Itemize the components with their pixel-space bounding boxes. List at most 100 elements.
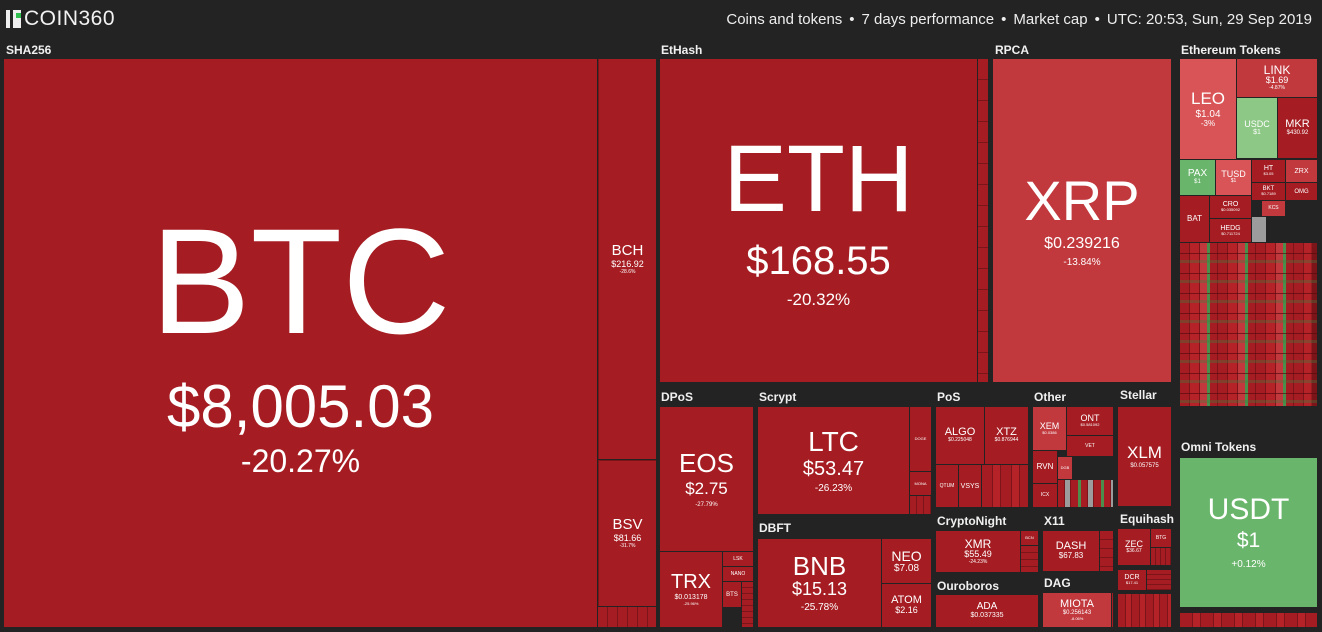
coin-price: $2.75	[685, 478, 728, 498]
coin-symbol: RVN	[1036, 462, 1054, 471]
minor-coins-equihash[interactable]	[1151, 548, 1171, 565]
minor-coins-bottom-right[interactable]	[1180, 613, 1317, 627]
minor-coins-scrypt[interactable]	[910, 496, 931, 514]
coin-tile-bts[interactable]: BTS	[723, 582, 741, 607]
coin-tile-icx[interactable]: ICX	[1033, 484, 1057, 507]
coin-symbol: BTG	[1155, 534, 1167, 541]
minor-token-grey[interactable]	[1252, 217, 1266, 242]
coin-symbol: XEM	[1039, 420, 1060, 431]
coin-price: $53.47	[802, 457, 865, 480]
coin-tile-vet[interactable]: VET	[1067, 436, 1113, 456]
coin-tile-mkr[interactable]: MKR $430.92	[1278, 98, 1317, 158]
coin-symbol: DASH	[1055, 540, 1087, 553]
coin-tile-pax[interactable]: PAX $1	[1180, 160, 1215, 195]
coin-symbol: USDT	[1207, 493, 1290, 527]
coin-symbol: LTC	[808, 425, 859, 457]
coin-tile-bch[interactable]: BCH $216.92 -28.6%	[598, 59, 656, 459]
coin-tile-bat[interactable]: BAT	[1180, 196, 1209, 242]
coin-tile-neo[interactable]: NEO $7.08	[882, 539, 931, 583]
coin-change: -4.87%	[1269, 85, 1285, 92]
coin-tile-btc[interactable]: BTC $8,005.03 -20.27%	[4, 59, 597, 627]
coin-symbol: ADA	[976, 601, 998, 613]
coin-tile-dgb[interactable]: DGB	[1058, 457, 1072, 479]
coin-symbol: XRP	[1024, 169, 1140, 233]
coin-tile-usdc[interactable]: USDC $1	[1237, 98, 1277, 158]
coin-tile-zrx[interactable]: ZRX	[1286, 160, 1317, 182]
coin-tile-xmr[interactable]: XMR $55.49 -24.23%	[936, 531, 1020, 572]
coin-price: $430.92	[1286, 130, 1309, 137]
coin-price: $0.0386	[1042, 429, 1057, 435]
coin-tile-nano[interactable]: NANO	[723, 567, 753, 581]
logo[interactable]: COIN360	[6, 7, 115, 31]
coin-tile-miota[interactable]: MIOTA $0.256143 -8.06%	[1043, 593, 1111, 627]
coin-symbol: XLM	[1127, 442, 1162, 462]
minor-coins-cryptonight[interactable]	[1021, 546, 1038, 572]
minor-coins-ethash[interactable]	[978, 59, 988, 382]
coin-symbol: ZEC	[1125, 538, 1143, 549]
coin-tile-eos[interactable]: EOS $2.75 -27.79%	[660, 407, 753, 551]
coin-tile-qtum[interactable]: QTUM	[936, 465, 958, 507]
coin-tile-ont[interactable]: ONT $0.581092	[1067, 407, 1113, 435]
filter-period[interactable]: 7 days performance	[861, 11, 995, 28]
coin-price: $17.41	[1125, 580, 1139, 586]
coin-tile-cro[interactable]: CRO $0.035092	[1210, 196, 1251, 218]
filter-metric[interactable]: Market cap	[1013, 11, 1088, 28]
coin-tile-ht[interactable]: HT $3.05	[1252, 160, 1285, 182]
coin-price: $0.037335	[970, 612, 1004, 620]
coin-symbol: TUSD	[1221, 169, 1246, 180]
filter-coins-tokens[interactable]: Coins and tokens	[726, 11, 843, 28]
minor-coins-dpos[interactable]	[742, 582, 753, 627]
coin-tile-atom[interactable]: ATOM $2.16	[882, 584, 931, 627]
coin-tile-trx[interactable]: TRX $0.013178 -25.96%	[660, 552, 722, 627]
coin-price: $0.057575	[1130, 462, 1159, 469]
minor-coins-sha256[interactable]	[598, 607, 656, 627]
coin-tile-ltc[interactable]: LTC $53.47 -26.23%	[758, 407, 909, 514]
coin-tile-rvn[interactable]: RVN	[1033, 451, 1057, 483]
coin-tile-bkt[interactable]: BKT $0.7189	[1252, 183, 1285, 200]
coin-change: +0.12%	[1231, 558, 1266, 570]
minor-coins-x11[interactable]	[1100, 531, 1113, 571]
coin-tile-bnb[interactable]: BNB $15.13 -25.78%	[758, 539, 881, 627]
coin-tile-btg[interactable]: BTG	[1151, 529, 1171, 547]
coin-tile-doge[interactable]: DOGE	[910, 407, 931, 471]
coin-symbol: LEO	[1190, 88, 1226, 108]
coin-symbol: EOS	[679, 447, 734, 478]
coin-tile-omg[interactable]: OMG	[1286, 183, 1317, 200]
coin-tile-link[interactable]: LINK $1.69 -4.87%	[1237, 59, 1317, 97]
coin-tile-xrp[interactable]: XRP $0.239216 -13.84%	[993, 59, 1171, 382]
coin-tile-eth[interactable]: ETH $168.55 -20.32%	[660, 59, 977, 382]
minor-coins-overlay	[1180, 243, 1317, 406]
coin-tile-xem[interactable]: XEM $0.0386	[1033, 407, 1066, 450]
coin-tile-dcr[interactable]: DCR $17.41	[1118, 570, 1146, 590]
coin-tile-algo[interactable]: ALGO $0.225048	[936, 407, 984, 464]
minor-coins-blake[interactable]	[1147, 570, 1171, 590]
coin-symbol: BTS	[726, 591, 738, 598]
coin-symbol: BKT	[1262, 186, 1275, 193]
coin-tile-zec[interactable]: ZEC $36.67	[1118, 529, 1150, 565]
coin-tile-lsk[interactable]: LSK	[723, 552, 753, 566]
separator-dot: •	[1094, 11, 1100, 28]
coin-tile-dash[interactable]: DASH $67.83	[1043, 531, 1099, 571]
coin-tile-vsys[interactable]: VSYS	[959, 465, 981, 507]
group-label-scrypt: Scrypt	[759, 390, 797, 404]
coin-tile-usdt[interactable]: USDT $1 +0.12%	[1180, 458, 1317, 607]
coin-symbol: HEDG	[1220, 224, 1241, 232]
coin-tile-bsv[interactable]: BSV $81.66 -31.7%	[598, 460, 656, 606]
coin-tile-bcn[interactable]: BCN	[1021, 531, 1038, 545]
coin-tile-kcs[interactable]: KCS	[1262, 201, 1285, 216]
minor-coins-other[interactable]	[1058, 480, 1113, 507]
coin-tile-xlm[interactable]: XLM $0.057575	[1118, 407, 1171, 506]
coin-symbol: OMG	[1294, 188, 1309, 195]
coin-tile-mona[interactable]: MONA	[910, 472, 931, 495]
brand-name: COIN360	[24, 7, 116, 30]
coin-tile-xtz[interactable]: XTZ $0.876944	[985, 407, 1028, 464]
coin-tile-hedg[interactable]: HEDG $0.711724	[1210, 219, 1251, 242]
minor-coins-misc[interactable]	[1118, 594, 1171, 627]
coin-price: $1	[1236, 529, 1261, 553]
coin-symbol: ETH	[723, 125, 914, 232]
coin-tile-ada[interactable]: ADA $0.037335	[936, 595, 1038, 627]
coin-tile-leo[interactable]: LEO $1.04 -3%	[1180, 59, 1236, 159]
coin-change: -28.6%	[619, 268, 636, 275]
coin-tile-tusd[interactable]: TUSD $1	[1216, 160, 1251, 195]
minor-coins-pos[interactable]	[982, 465, 1028, 507]
